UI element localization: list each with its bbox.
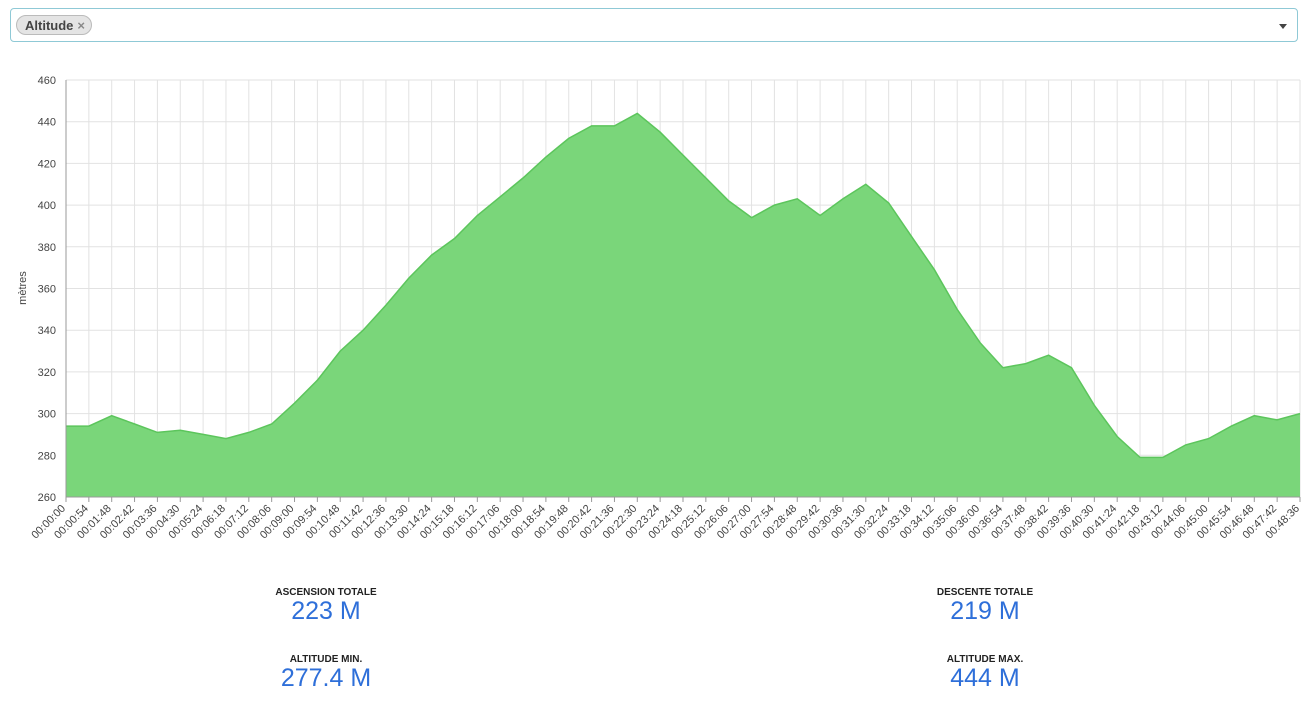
stat-label: ASCENSION TOTALE	[275, 587, 377, 598]
stat: ALTITUDE MAX. 444 M	[835, 654, 1135, 691]
y-tick-label: 440	[38, 117, 56, 129]
series-select[interactable]: Altitude ×	[10, 8, 1298, 42]
stat: ASCENSION TOTALE 223 M	[176, 587, 476, 624]
stat-label: ALTITUDE MIN.	[289, 654, 363, 665]
y-tick-label: 340	[38, 325, 56, 337]
area-line	[66, 112, 1301, 459]
stat-value: 223 M	[291, 597, 361, 625]
stat-value: 219 M	[950, 597, 1020, 625]
stat-label: DESCENTE TOTALE	[936, 587, 1034, 598]
y-tick-label: 260	[38, 492, 56, 504]
chart: mètres 260 280 300 320 340 360 380 400 420 440 460…	[17, 75, 1302, 541]
y-tick-label: 300	[38, 409, 56, 421]
y-tick-label: 400	[38, 200, 56, 212]
y-tick-label: 280	[38, 450, 56, 462]
selected-tag: Altitude ×	[16, 15, 92, 35]
tag-label: Altitude	[25, 18, 74, 33]
y-tick-label: 360	[38, 284, 56, 296]
y-tick-label: 320	[38, 367, 56, 379]
tag-remove[interactable]: ×	[77, 18, 85, 33]
stat-label: ALTITUDE MAX.	[946, 654, 1024, 665]
area	[66, 113, 1300, 498]
y-tick-label: 460	[38, 75, 56, 87]
stat-value: 444 M	[950, 664, 1020, 692]
stat: DESCENTE TOTALE 219 M	[835, 587, 1135, 624]
stat: ALTITUDE MIN. 277.4 M	[176, 654, 476, 691]
stat-value: 277.4 M	[280, 664, 372, 692]
y-tick-label: 380	[38, 242, 56, 254]
dropdown-arrow[interactable]	[1279, 24, 1287, 29]
y-axis-label: mètres	[17, 271, 29, 305]
y-tick-label: 420	[38, 158, 56, 170]
